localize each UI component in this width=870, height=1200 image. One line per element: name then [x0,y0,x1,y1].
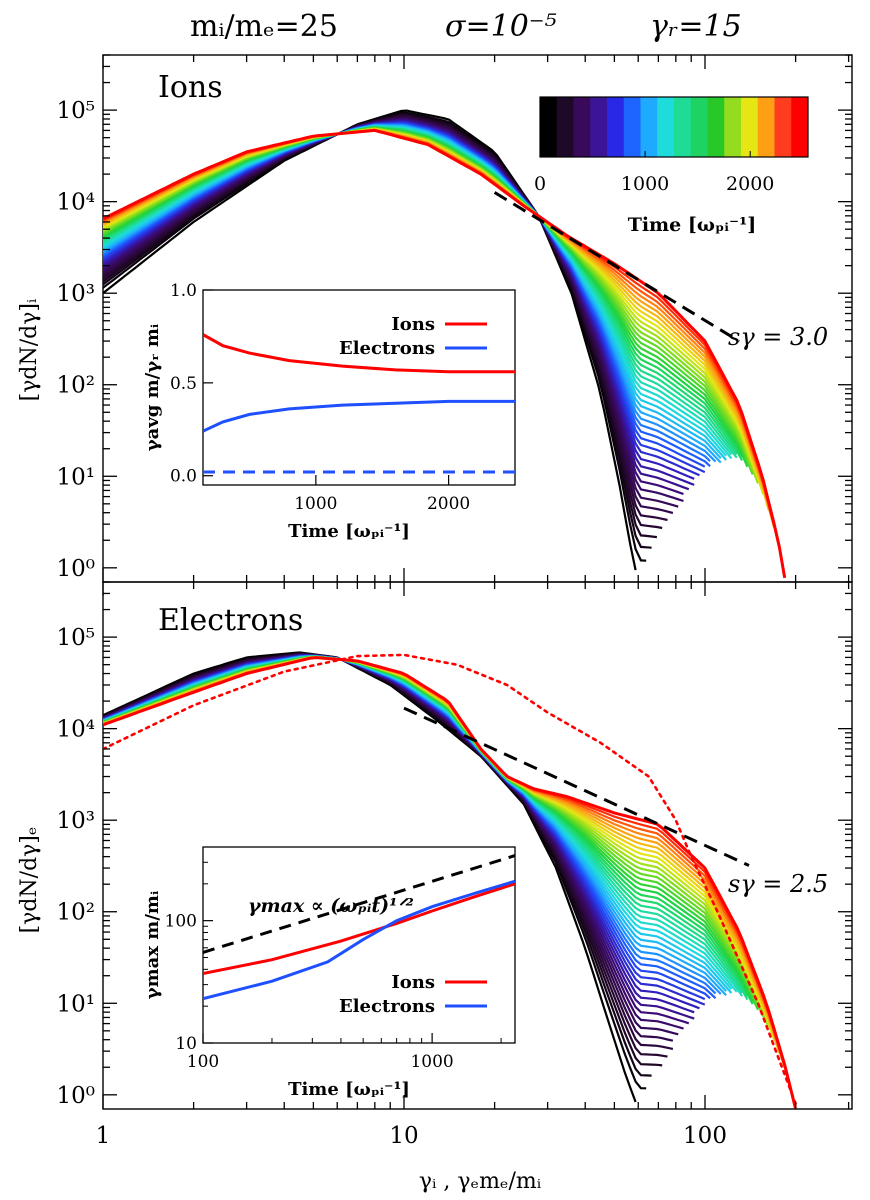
colorbar-tick-label: 0 [534,173,546,195]
mass-ratio-label: mᵢ/mₑ=25 [190,9,338,44]
inset-y-tick-label: 10 [175,1034,197,1054]
x-tick-label: 100 [683,1123,727,1149]
y-tick-label: 10³ [57,281,96,307]
x-tick-label: 1 [96,1123,111,1149]
legend-label-ions: Ions [391,972,435,993]
colorbar-frame [539,96,809,158]
colorbar-swatch [556,97,574,157]
electrons-y-axis-label: [γdN/dγ]ₑ [17,827,42,934]
y-tick-label: 10² [57,900,96,926]
spectrum-curves [103,109,787,579]
colorbar-swatch [757,97,775,157]
colorbar-swatch [573,97,591,157]
y-tick-label: 10¹ [57,991,96,1017]
colorbar-swatch [690,97,708,157]
inset-y-tick-label: 1.0 [170,281,197,301]
inset-series [203,854,515,1001]
legend-label-electrons: Electrons [339,996,435,1017]
inset-dashed-line [203,854,515,954]
y-tick-label: 10² [57,373,96,399]
inset-x-tick-label: 1000 [410,1052,453,1072]
inset-frame [202,846,516,1044]
power-law-fit-line [493,191,741,343]
colorbar-swatch [590,97,608,157]
y-tick-label: 10¹ [57,464,96,490]
y-tick-label: 10⁵ [57,625,96,651]
colorbar-label: Time [ωₚᵢ⁻¹] [628,214,757,236]
legend-label-electrons: Electrons [339,338,435,359]
y-tick-label: 10⁵ [57,98,96,124]
colorbar-swatch [674,97,692,157]
inset-line-ions [203,882,515,975]
inset-y-tick-label: 100 [165,912,197,932]
y-tick-label: 10⁰ [57,556,96,582]
spectrum-curves [103,651,797,1109]
y-tick-label: 10⁴ [57,190,96,216]
colorbar-swatch [540,97,558,157]
ions-panel-title: Ions [158,70,223,105]
y-tick-label: 10⁴ [57,717,96,743]
inset-y-axis-label: γavg m/γᵣ mᵢ [142,323,163,451]
y-tick-label: 10⁰ [57,1083,96,1109]
colorbar-tick-label: 2000 [726,173,774,195]
power-law-fit-label: sγ = 2.5 [728,870,828,898]
electrons-panel-title: Electrons [158,603,303,638]
scaling-annotation: γmax ∝ (ωₚᵢt)¹ᐟ² [248,895,414,917]
power-law-fit-label: sγ = 3.0 [728,323,828,351]
colorbar-swatch [741,97,759,157]
colorbar-swatch [640,97,658,157]
x-tick-label: 10 [389,1123,418,1149]
inset-x-tick-label: 1000 [294,494,337,514]
inset-x-tick-label: 100 [187,1052,219,1072]
colorbar-swatch [724,97,742,157]
inset-x-axis-label: Time [ωₚᵢ⁻¹] [288,1079,410,1100]
sigma-label: σ=10⁻⁵ [445,9,557,44]
inset-y-tick-label: 0.5 [170,374,197,394]
x-axis-label: γᵢ , γₑmₑ/mᵢ [419,1169,542,1194]
inset-series [203,333,515,474]
inset-x-tick-label: 2000 [427,494,470,514]
plot-frame [102,581,853,1110]
legend-label-ions: Ions [391,314,435,335]
spectrum-curve-t43 [103,128,787,579]
spectrum-curve-t43 [103,656,797,1109]
reference-dotted-curve [103,653,797,1105]
power-law-fit-line [403,706,750,867]
colorbar-swatch [774,97,792,157]
colorbar-swatch [791,97,809,157]
colorbar-swatch [607,97,625,157]
inset-y-tick-label: 0.0 [170,467,197,487]
colorbar-swatch [657,97,675,157]
ions-y-axis-label: [γdN/dγ]ᵢ [17,298,42,401]
inset-line-electrons [203,399,515,433]
time-colorbar: 0 1000 2000 Time [ωₚᵢ⁻¹] [534,96,809,236]
average-energy-inset: 1000 2000 0.0 0.5 1.0 Time [ωₚᵢ⁻¹] γavg m/γᵣ m… [142,281,516,542]
inset-frame [202,289,516,486]
y-tick-label: 10³ [57,808,96,834]
inset-y-axis-label: γmax m/mᵢ [142,890,163,999]
colorbar-tick-label: 1000 [621,173,669,195]
gamma-r-label: γᵣ=15 [650,9,742,44]
ions-panel: sγ = 3.0 10⁰ 10¹ 10² 10³ 10⁴ 10⁵ [57,54,853,583]
inset-line-electrons [203,879,515,1001]
colorbar-swatch [623,97,641,157]
colorbar-swatch [707,97,725,157]
inset-line-ions [203,333,515,374]
inset-x-axis-label: Time [ωₚᵢ⁻¹] [288,521,410,542]
